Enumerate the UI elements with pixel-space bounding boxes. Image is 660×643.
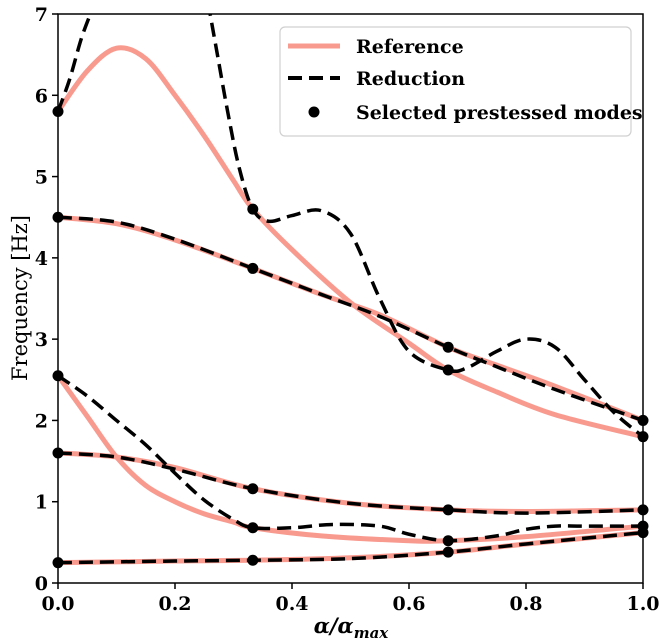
- reduction-curve-6: [208, 14, 643, 439]
- x-tick-label-1: 0.2: [158, 593, 191, 615]
- reduction-curve-9: [58, 451, 643, 515]
- prestressed-mode-point-6: [247, 262, 259, 274]
- legend-reference-label: Reference: [356, 36, 464, 58]
- legend-modes-marker: [308, 106, 320, 118]
- y-tick-label-4: 4: [35, 248, 48, 270]
- prestressed-mode-point-5: [247, 203, 259, 215]
- y-tick-label-2: 2: [35, 410, 48, 432]
- prestressed-mode-point-13: [442, 535, 454, 547]
- legend-modes-label: Selected prestessed modes: [356, 102, 643, 124]
- x-tick-label-2: 0.4: [275, 593, 308, 615]
- y-tick-label-3: 3: [35, 329, 48, 351]
- reduction-curve-8: [58, 374, 643, 543]
- prestressed-mode-point-10: [442, 341, 454, 353]
- y-tick-label-7: 7: [35, 4, 48, 26]
- y-tick-label-6: 6: [35, 85, 48, 107]
- reduction-curve-10: [58, 530, 643, 565]
- prestressed-mode-point-7: [247, 483, 259, 495]
- plot-curves: [58, 14, 643, 566]
- x-axis-label-subscript: max: [354, 624, 390, 642]
- x-axis-ticks: 0.0 0.2 0.4 0.6 0.8 1.0: [41, 583, 660, 615]
- legend-box: [279, 26, 632, 137]
- prestressed-mode-point-11: [442, 364, 454, 376]
- x-axis-label-main: α/α: [314, 613, 354, 638]
- y-tick-label-5: 5: [35, 167, 48, 189]
- legend: Reference Reduction Selected prestessed …: [279, 26, 643, 137]
- legend-reduction-label: Reduction: [356, 68, 465, 90]
- reference-curve-2: [58, 373, 643, 544]
- prestressed-mode-point-12: [442, 504, 454, 516]
- y-tick-label-1: 1: [35, 492, 48, 514]
- x-axis-label: α/αmax: [314, 613, 390, 642]
- x-tick-label-3: 0.6: [392, 593, 425, 615]
- x-tick-label-5: 1.0: [626, 593, 659, 615]
- y-axis-label: Frequency [Hz]: [8, 215, 32, 381]
- plot-frame: [57, 13, 644, 584]
- reduction-curve-5: [58, 14, 93, 113]
- plot-markers: [52, 106, 649, 569]
- prestressed-mode-point-8: [247, 522, 259, 534]
- y-axis-ticks: 0 1 2 3 4 5 6 7: [35, 4, 58, 595]
- x-tick-label-4: 0.8: [509, 593, 542, 615]
- y-tick-label-0: 0: [35, 573, 48, 595]
- prestressed-mode-point-14: [442, 546, 454, 558]
- x-tick-label-0: 0.0: [41, 593, 74, 615]
- prestressed-mode-point-9: [247, 554, 259, 566]
- reduction-curve-7: [58, 215, 643, 423]
